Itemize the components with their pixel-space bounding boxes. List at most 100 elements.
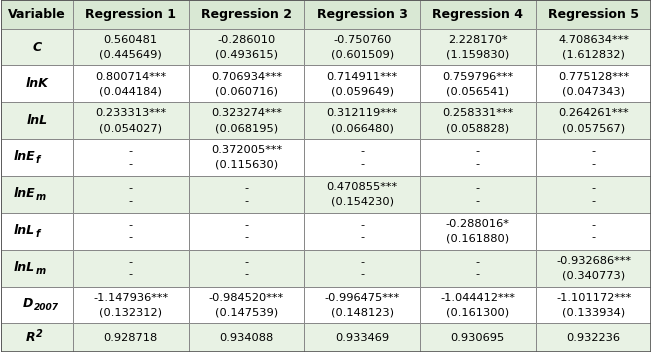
- Text: -: -: [360, 159, 364, 169]
- Text: (0.057567): (0.057567): [562, 123, 625, 133]
- Text: 2.228170*: 2.228170*: [448, 35, 508, 45]
- Text: (0.059649): (0.059649): [331, 86, 394, 96]
- Bar: [536, 213, 651, 250]
- Text: 0.264261***: 0.264261***: [558, 108, 629, 118]
- Text: -: -: [476, 196, 480, 206]
- Bar: [536, 323, 651, 352]
- Text: 0.933469: 0.933469: [335, 333, 389, 343]
- Bar: [536, 29, 651, 65]
- Text: 0.932236: 0.932236: [567, 333, 621, 343]
- Text: -: -: [128, 196, 133, 206]
- Text: 0.560481: 0.560481: [104, 35, 158, 45]
- Text: -0.932686***: -0.932686***: [556, 256, 631, 266]
- Text: Regression 1: Regression 1: [85, 8, 176, 21]
- Bar: [188, 176, 304, 213]
- Text: 0.800714***: 0.800714***: [95, 71, 166, 82]
- Text: -: -: [476, 159, 480, 169]
- Bar: [1, 102, 73, 139]
- Text: f: f: [36, 229, 40, 239]
- Text: (0.493615): (0.493615): [215, 49, 278, 59]
- Text: -: -: [476, 183, 480, 193]
- Bar: [188, 250, 304, 287]
- Text: -0.996475***: -0.996475***: [325, 293, 400, 303]
- Text: -: -: [244, 196, 248, 206]
- Text: (1.159830): (1.159830): [446, 49, 509, 59]
- Text: 0.233313***: 0.233313***: [95, 108, 166, 118]
- Bar: [73, 250, 188, 287]
- Text: lnL: lnL: [26, 114, 48, 127]
- Text: -: -: [128, 159, 133, 169]
- Text: -: -: [476, 257, 480, 267]
- Bar: [188, 139, 304, 176]
- Bar: [304, 323, 420, 352]
- Bar: [420, 65, 536, 102]
- Text: -: -: [360, 233, 364, 243]
- Bar: [420, 213, 536, 250]
- Text: -1.044412***: -1.044412***: [440, 293, 515, 303]
- Text: Regression 3: Regression 3: [317, 8, 408, 21]
- Bar: [536, 176, 651, 213]
- Text: (0.047343): (0.047343): [562, 86, 625, 96]
- Text: -: -: [360, 269, 364, 279]
- Bar: [536, 0, 651, 29]
- Text: (0.154230): (0.154230): [331, 197, 394, 207]
- Text: R: R: [25, 331, 35, 344]
- Bar: [420, 139, 536, 176]
- Text: m: m: [36, 266, 46, 276]
- Text: 0.258331***: 0.258331***: [442, 108, 513, 118]
- Text: 0.934088: 0.934088: [219, 333, 274, 343]
- Bar: [304, 29, 420, 65]
- Text: lnE: lnE: [13, 187, 35, 200]
- Text: (0.445649): (0.445649): [99, 49, 162, 59]
- Bar: [304, 287, 420, 323]
- Text: lnL: lnL: [14, 224, 35, 237]
- Bar: [536, 65, 651, 102]
- Bar: [1, 29, 73, 65]
- Bar: [188, 287, 304, 323]
- Text: -: -: [244, 269, 248, 279]
- Bar: [1, 287, 73, 323]
- Bar: [304, 65, 420, 102]
- Text: -: -: [128, 233, 133, 243]
- Bar: [73, 0, 188, 29]
- Bar: [73, 139, 188, 176]
- Text: lnE: lnE: [13, 150, 35, 163]
- Text: (0.060716): (0.060716): [215, 86, 278, 96]
- Bar: [536, 250, 651, 287]
- Bar: [304, 250, 420, 287]
- Text: 0.323274***: 0.323274***: [211, 108, 282, 118]
- Bar: [1, 176, 73, 213]
- Bar: [73, 102, 188, 139]
- Text: -: -: [476, 146, 480, 156]
- Bar: [420, 287, 536, 323]
- Text: -: -: [360, 257, 364, 267]
- Text: Variable: Variable: [8, 8, 66, 21]
- Text: -: -: [591, 159, 596, 169]
- Text: -: -: [476, 269, 480, 279]
- Bar: [188, 323, 304, 352]
- Text: -: -: [128, 146, 133, 156]
- Text: 0.372005***: 0.372005***: [211, 145, 282, 155]
- Text: 0.706934***: 0.706934***: [211, 71, 282, 82]
- Text: 0.930695: 0.930695: [451, 333, 505, 343]
- Bar: [420, 0, 536, 29]
- Text: lnL: lnL: [14, 260, 35, 274]
- Bar: [73, 287, 188, 323]
- Text: -: -: [360, 220, 364, 230]
- Text: (0.148123): (0.148123): [331, 307, 394, 317]
- Text: -: -: [591, 220, 596, 230]
- Bar: [304, 213, 420, 250]
- Text: D: D: [23, 297, 33, 310]
- Bar: [304, 102, 420, 139]
- Text: 0.928718: 0.928718: [104, 333, 158, 343]
- Bar: [304, 0, 420, 29]
- Text: f: f: [36, 155, 40, 165]
- Text: 0.759796***: 0.759796***: [442, 71, 513, 82]
- Text: -1.147936***: -1.147936***: [93, 293, 168, 303]
- Text: 0.714911***: 0.714911***: [327, 71, 398, 82]
- Text: -0.286010: -0.286010: [217, 35, 276, 45]
- Bar: [1, 0, 73, 29]
- Text: (0.601509): (0.601509): [331, 49, 394, 59]
- Text: -: -: [360, 146, 364, 156]
- Bar: [73, 213, 188, 250]
